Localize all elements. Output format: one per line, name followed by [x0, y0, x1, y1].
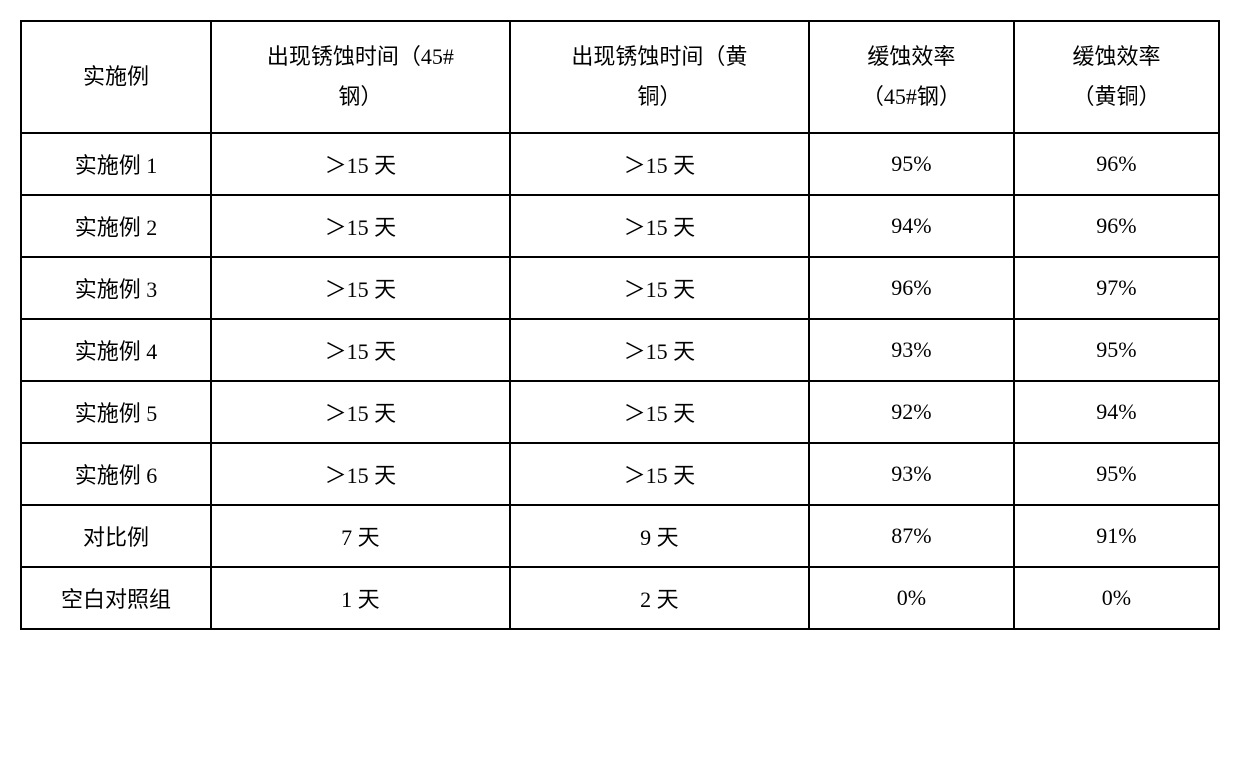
header-text-line1: 出现锈蚀时间（45# [267, 44, 454, 69]
header-inhibition-steel: 缓蚀效率 （45#钢） [809, 21, 1014, 133]
header-text-line2: （45#钢） [862, 84, 961, 109]
header-text-line1: 缓蚀效率 [867, 44, 955, 69]
cell-rust-steel: ＞15 天 [211, 257, 510, 319]
cell-rust-steel: ＞15 天 [211, 195, 510, 257]
cell-inhib-steel: 95% [809, 133, 1014, 195]
cell-rust-brass: ＞15 天 [510, 319, 809, 381]
cell-rust-brass: ＞15 天 [510, 381, 809, 443]
cell-inhib-steel: 93% [809, 319, 1014, 381]
header-text-line1: 缓蚀效率 [1072, 44, 1160, 69]
cell-rust-brass: 9 天 [510, 505, 809, 567]
cell-inhib-steel: 96% [809, 257, 1014, 319]
cell-inhib-brass: 95% [1014, 319, 1219, 381]
cell-rust-brass: ＞15 天 [510, 133, 809, 195]
cell-rust-steel: 7 天 [211, 505, 510, 567]
header-rust-time-brass: 出现锈蚀时间（黄 铜） [510, 21, 809, 133]
cell-rust-brass: ＞15 天 [510, 443, 809, 505]
table-row: 实施例 1 ＞15 天 ＞15 天 95% 96% [21, 133, 1219, 195]
header-text-line2: （黄铜） [1072, 84, 1160, 109]
table-header-row: 实施例 出现锈蚀时间（45# 钢） 出现锈蚀时间（黄 铜） 缓蚀效率 （45#钢… [21, 21, 1219, 133]
corrosion-data-table: 实施例 出现锈蚀时间（45# 钢） 出现锈蚀时间（黄 铜） 缓蚀效率 （45#钢… [20, 20, 1220, 630]
cell-rust-brass: 2 天 [510, 567, 809, 629]
cell-inhib-brass: 0% [1014, 567, 1219, 629]
cell-example: 实施例 1 [21, 133, 211, 195]
header-text-line2: 钢） [338, 84, 382, 109]
cell-example: 空白对照组 [21, 567, 211, 629]
cell-rust-steel: 1 天 [211, 567, 510, 629]
cell-example: 实施例 6 [21, 443, 211, 505]
cell-inhib-brass: 91% [1014, 505, 1219, 567]
table-row: 对比例 7 天 9 天 87% 91% [21, 505, 1219, 567]
header-text-line2: 铜） [637, 84, 681, 109]
header-text: 实施例 [83, 64, 149, 89]
header-text-line1: 出现锈蚀时间（黄 [571, 44, 747, 69]
cell-inhib-steel: 87% [809, 505, 1014, 567]
cell-rust-brass: ＞15 天 [510, 257, 809, 319]
cell-example: 实施例 3 [21, 257, 211, 319]
cell-inhib-brass: 96% [1014, 133, 1219, 195]
cell-inhib-steel: 0% [809, 567, 1014, 629]
cell-example: 对比例 [21, 505, 211, 567]
cell-inhib-brass: 97% [1014, 257, 1219, 319]
cell-rust-steel: ＞15 天 [211, 133, 510, 195]
table-row: 实施例 2 ＞15 天 ＞15 天 94% 96% [21, 195, 1219, 257]
cell-inhib-brass: 94% [1014, 381, 1219, 443]
table-row: 实施例 6 ＞15 天 ＞15 天 93% 95% [21, 443, 1219, 505]
cell-rust-steel: ＞15 天 [211, 443, 510, 505]
table-row: 实施例 3 ＞15 天 ＞15 天 96% 97% [21, 257, 1219, 319]
cell-inhib-steel: 93% [809, 443, 1014, 505]
cell-rust-brass: ＞15 天 [510, 195, 809, 257]
cell-example: 实施例 2 [21, 195, 211, 257]
cell-inhib-brass: 95% [1014, 443, 1219, 505]
cell-example: 实施例 5 [21, 381, 211, 443]
header-rust-time-steel: 出现锈蚀时间（45# 钢） [211, 21, 510, 133]
cell-rust-steel: ＞15 天 [211, 319, 510, 381]
table-body: 实施例 1 ＞15 天 ＞15 天 95% 96% 实施例 2 ＞15 天 ＞1… [21, 133, 1219, 629]
cell-rust-steel: ＞15 天 [211, 381, 510, 443]
table-row: 空白对照组 1 天 2 天 0% 0% [21, 567, 1219, 629]
cell-inhib-brass: 96% [1014, 195, 1219, 257]
header-inhibition-brass: 缓蚀效率 （黄铜） [1014, 21, 1219, 133]
table-row: 实施例 5 ＞15 天 ＞15 天 92% 94% [21, 381, 1219, 443]
cell-inhib-steel: 92% [809, 381, 1014, 443]
cell-example: 实施例 4 [21, 319, 211, 381]
cell-inhib-steel: 94% [809, 195, 1014, 257]
header-example: 实施例 [21, 21, 211, 133]
table-row: 实施例 4 ＞15 天 ＞15 天 93% 95% [21, 319, 1219, 381]
